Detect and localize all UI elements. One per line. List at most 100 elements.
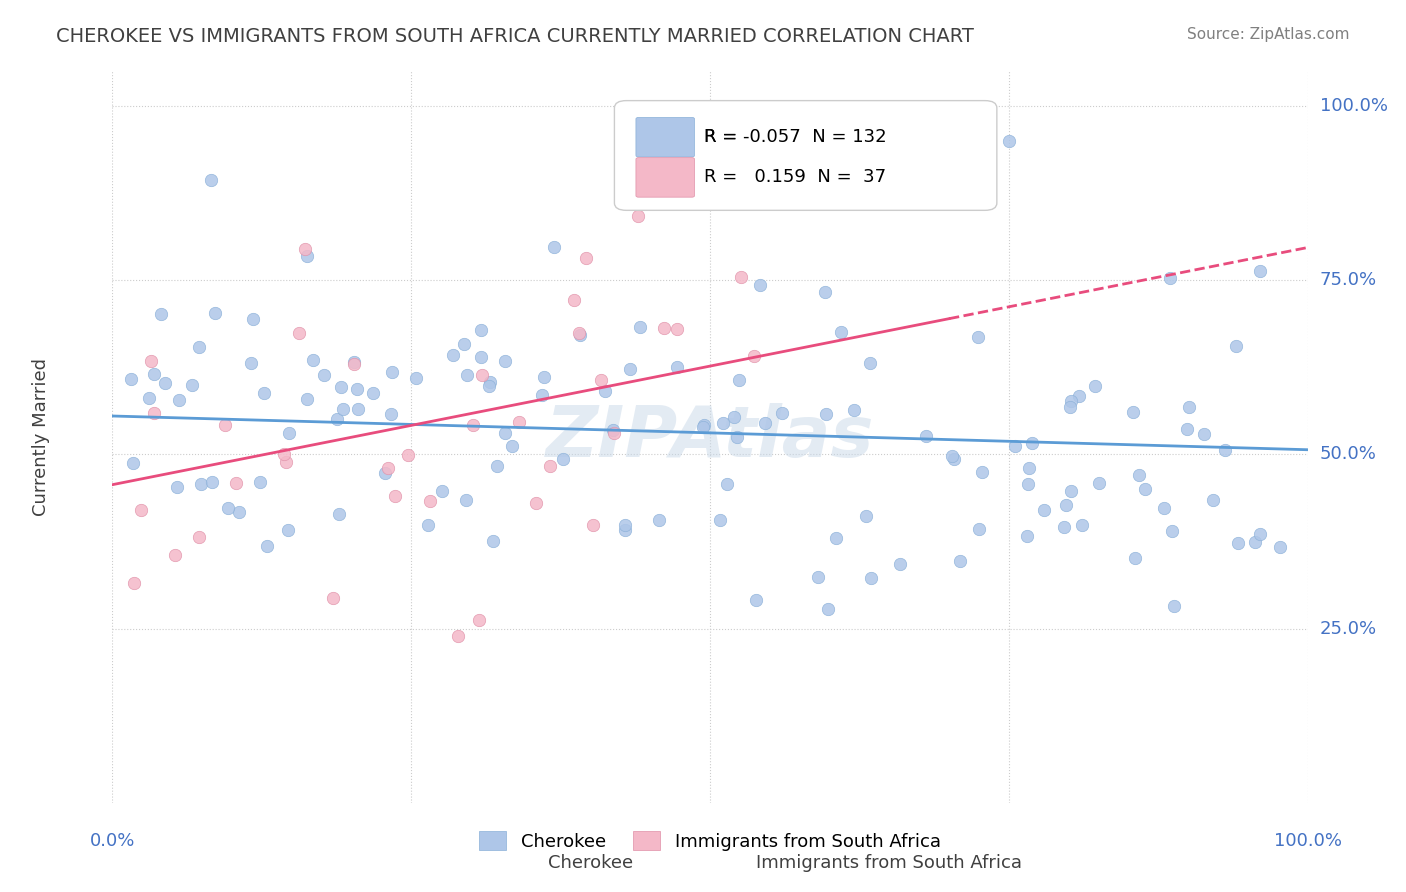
Text: Currently Married: Currently Married	[32, 358, 49, 516]
Point	[381, 365, 404, 379]
Point	[416, 518, 439, 533]
Point	[374, 467, 396, 481]
Point	[614, 524, 637, 538]
Point	[122, 575, 145, 590]
Text: R =: R =	[704, 128, 742, 146]
Point	[384, 489, 406, 503]
Point	[1226, 535, 1249, 549]
Point	[734, 113, 756, 128]
Point	[377, 461, 399, 475]
Point	[328, 507, 350, 521]
Point	[121, 456, 143, 470]
Point	[463, 418, 485, 433]
Point	[814, 408, 837, 422]
Point	[456, 368, 478, 383]
Point	[1017, 476, 1039, 491]
Point	[165, 548, 187, 562]
Point	[593, 384, 616, 398]
Text: 50.0%: 50.0%	[1320, 445, 1376, 464]
Point	[501, 439, 523, 453]
Point	[1004, 439, 1026, 453]
Point	[533, 370, 555, 384]
FancyBboxPatch shape	[636, 118, 695, 157]
Point	[543, 240, 565, 254]
Point	[200, 173, 222, 187]
Point	[749, 278, 772, 293]
Point	[347, 401, 370, 416]
Point	[889, 557, 911, 571]
Text: Immigrants from South Africa: Immigrants from South Africa	[756, 854, 1022, 872]
Point	[143, 367, 166, 381]
Point	[716, 476, 738, 491]
Point	[602, 425, 624, 440]
Point	[567, 326, 589, 341]
Point	[419, 494, 441, 508]
Text: Cherokee: Cherokee	[548, 854, 633, 872]
Point	[405, 371, 427, 385]
Text: R =   0.159  N =  37: R = 0.159 N = 37	[704, 169, 886, 186]
Point	[1069, 389, 1091, 403]
Point	[524, 496, 547, 510]
Point	[314, 368, 336, 383]
Point	[1018, 461, 1040, 475]
Point	[143, 406, 166, 420]
Point	[329, 380, 352, 394]
Point	[1178, 400, 1201, 414]
Point	[302, 352, 325, 367]
Point	[628, 319, 651, 334]
Point	[745, 592, 768, 607]
Text: ZIPAtlas: ZIPAtlas	[546, 402, 875, 472]
Point	[120, 372, 142, 386]
Point	[470, 323, 492, 337]
Point	[495, 354, 517, 368]
Point	[361, 386, 384, 401]
Point	[273, 447, 295, 461]
Point	[942, 452, 965, 467]
Point	[582, 518, 605, 533]
Point	[478, 376, 501, 390]
Point	[967, 330, 990, 344]
Point	[730, 270, 752, 285]
Point	[139, 354, 162, 368]
Point	[1084, 378, 1107, 392]
Point	[129, 502, 152, 516]
Point	[1060, 484, 1083, 499]
Point	[1133, 483, 1156, 497]
Point	[825, 531, 848, 545]
Point	[613, 518, 636, 533]
Point	[562, 293, 585, 308]
Point	[228, 505, 250, 519]
Point	[1153, 501, 1175, 516]
Point	[665, 322, 688, 336]
Point	[249, 475, 271, 490]
Point	[322, 591, 344, 606]
Point	[343, 357, 366, 371]
Point	[589, 374, 612, 388]
Point	[1088, 475, 1111, 490]
Point	[138, 391, 160, 405]
Point	[295, 249, 318, 263]
Point	[396, 448, 419, 462]
Point	[844, 402, 866, 417]
Point	[1017, 528, 1039, 542]
Point	[1021, 435, 1043, 450]
Point	[253, 386, 276, 401]
Point	[1202, 493, 1225, 508]
Text: R = -0.057  N = 132: R = -0.057 N = 132	[704, 128, 887, 146]
Point	[725, 430, 748, 444]
Text: 75.0%: 75.0%	[1320, 271, 1376, 289]
Point	[326, 411, 349, 425]
Point	[150, 307, 173, 321]
Point	[967, 522, 990, 536]
Point	[1177, 422, 1199, 436]
Point	[814, 285, 837, 300]
Text: 100.0%: 100.0%	[1274, 832, 1341, 850]
Point	[256, 539, 278, 553]
Point	[693, 417, 716, 432]
Point	[709, 513, 731, 527]
Point	[1192, 426, 1215, 441]
Point	[941, 449, 963, 463]
Point	[242, 312, 264, 326]
Point	[277, 523, 299, 537]
Point	[568, 328, 591, 343]
